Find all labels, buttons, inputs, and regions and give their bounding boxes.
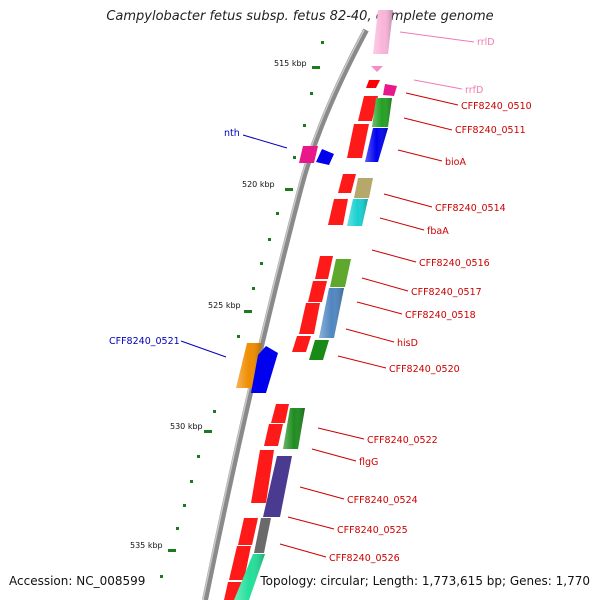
label-fbaA: fbaA: [427, 226, 449, 237]
scale-label-520: 520 kbp: [242, 180, 275, 189]
label-bioA: bioA: [445, 157, 466, 168]
accession-text: Accession: NC_008599: [9, 574, 146, 588]
label-CFF8240-0521: CFF8240_0521: [109, 336, 180, 347]
rna-leaders: [399, 31, 475, 90]
label-rrfD: rrfD: [465, 85, 483, 96]
genome-summary-text: Topology: circular; Length: 1,773,615 bp…: [260, 574, 590, 588]
scale-label-515: 515 kbp: [274, 59, 307, 68]
ortholog-blocks: [234, 98, 392, 600]
genome-backbone: [202, 28, 369, 600]
gene-rrfD: [383, 84, 397, 96]
label-hisD: hisD: [397, 338, 418, 349]
label-nth: nth: [224, 128, 240, 139]
label-CFF8240-0514: CFF8240_0514: [435, 203, 506, 214]
forward-genes: [224, 80, 380, 600]
label-rrlD: rrlD: [477, 37, 495, 48]
label-CFF8240-0520: CFF8240_0520: [389, 364, 460, 375]
label-CFF8240-0516: CFF8240_0516: [419, 258, 490, 269]
scale-label-530: 530 kbp: [170, 422, 203, 431]
label-flgG: flgG: [359, 457, 378, 468]
rna-rrlD: [371, 10, 393, 72]
label-CFF8240-0518: CFF8240_0518: [405, 310, 476, 321]
label-CFF8240-0522: CFF8240_0522: [367, 435, 438, 446]
label-CFF8240-0517: CFF8240_0517: [411, 287, 482, 298]
label-CFF8240-0510: CFF8240_0510: [461, 101, 532, 112]
label-CFF8240-0525: CFF8240_0525: [337, 525, 408, 536]
scale-label-525: 525 kbp: [208, 301, 241, 310]
reverse-genes: [236, 146, 334, 393]
label-CFF8240-0526: CFF8240_0526: [329, 553, 400, 564]
scale-label-535: 535 kbp: [130, 541, 163, 550]
scale-ticks: [160, 41, 324, 578]
reverse-leaders: [180, 134, 288, 358]
label-CFF8240-0511: CFF8240_0511: [455, 125, 526, 136]
forward-leaders: [279, 92, 459, 558]
map-title: Campylobacter fetus subsp. fetus 82-40, …: [106, 9, 494, 24]
label-CFF8240-0524: CFF8240_0524: [347, 495, 418, 506]
